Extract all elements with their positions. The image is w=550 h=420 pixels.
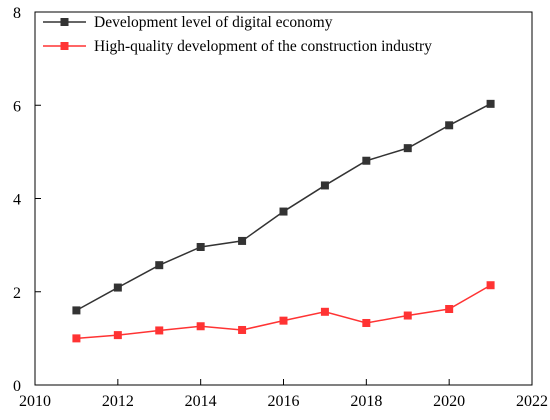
- data-point-marker: [403, 311, 412, 320]
- data-point-marker: [238, 236, 247, 245]
- data-point-marker: [445, 121, 454, 130]
- data-point-marker: [362, 318, 371, 327]
- axes: [34, 11, 533, 386]
- x-tick-label: 2010: [19, 393, 51, 410]
- data-point-marker: [279, 316, 288, 325]
- data-point-marker: [486, 281, 495, 290]
- data-point-marker: [238, 325, 247, 334]
- x-tick-label: 2020: [433, 393, 465, 410]
- x-tick-label: 2022: [516, 393, 548, 410]
- series-1: [72, 99, 495, 315]
- x-axis-ticks: 2010 2012 2014 2016 2018 2020 2022: [19, 379, 548, 410]
- data-point-marker: [113, 283, 122, 292]
- legend-label: High-quality development of the construc…: [94, 38, 432, 55]
- legend-label: Development level of digital economy: [94, 14, 333, 31]
- data-point-marker: [72, 306, 81, 315]
- series-2: [72, 281, 495, 343]
- data-point-marker: [113, 331, 122, 340]
- data-point-marker: [155, 261, 164, 270]
- series-layer: [72, 99, 495, 343]
- y-tick-label: 0: [13, 378, 21, 395]
- plot-frame: [34, 11, 533, 386]
- series-line: [76, 103, 491, 312]
- data-point-marker: [320, 181, 329, 190]
- x-tick-label: 2014: [185, 393, 217, 410]
- y-tick-label: 8: [13, 5, 21, 22]
- x-tick-label: 2012: [102, 393, 134, 410]
- data-point-marker: [279, 207, 288, 216]
- y-tick-label: 2: [13, 285, 21, 302]
- data-point-marker: [445, 305, 454, 314]
- data-point-marker: [72, 334, 81, 343]
- data-point-marker: [403, 144, 412, 153]
- series-line: [76, 284, 491, 340]
- legend: Development level of digital economy High…: [43, 14, 432, 55]
- x-tick-label: 2018: [350, 393, 382, 410]
- data-point-marker: [486, 99, 495, 108]
- y-tick-label: 6: [13, 98, 21, 115]
- data-point-marker: [362, 156, 371, 165]
- y-axis-ticks: 0 2 4 6 8: [13, 5, 41, 395]
- legend-item-1: Development level of digital economy: [43, 14, 333, 31]
- data-point-marker: [320, 307, 329, 316]
- legend-item-2: High-quality development of the construc…: [43, 38, 432, 55]
- data-point-marker: [196, 322, 205, 331]
- legend-marker: [60, 18, 69, 26]
- legend-marker: [60, 42, 69, 50]
- data-point-marker: [196, 242, 205, 251]
- x-tick-label: 2016: [268, 393, 300, 410]
- y-tick-label: 4: [13, 192, 21, 209]
- data-point-marker: [155, 326, 164, 335]
